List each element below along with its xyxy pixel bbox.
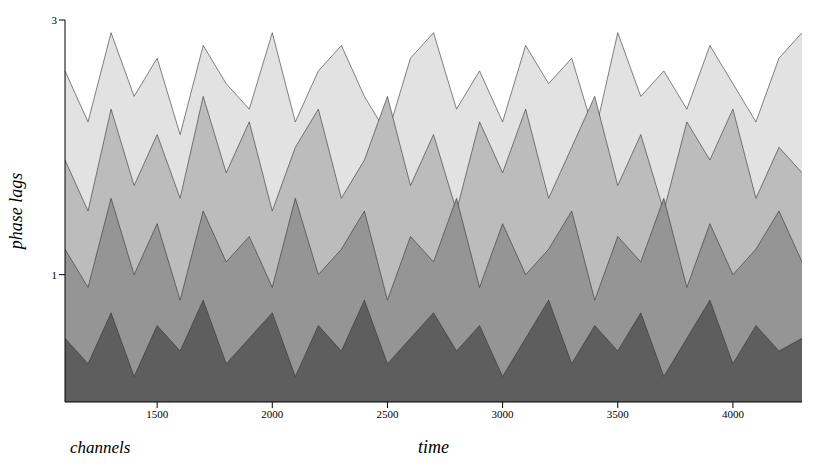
svg-text:3: 3 — [52, 14, 58, 26]
html-text:channels: channels — [70, 438, 131, 457]
svg-text:2500: 2500 — [376, 408, 399, 420]
svg-text:3500: 3500 — [607, 408, 630, 420]
svg-text:2000: 2000 — [261, 408, 284, 420]
svg-text:1500: 1500 — [146, 408, 169, 420]
svg-text:time: time — [418, 437, 449, 457]
svg-text:4000: 4000 — [722, 408, 745, 420]
svg-text:phase lags: phase lags — [6, 173, 26, 252]
svg-text:3000: 3000 — [492, 408, 515, 420]
svg-text:1: 1 — [52, 269, 58, 281]
